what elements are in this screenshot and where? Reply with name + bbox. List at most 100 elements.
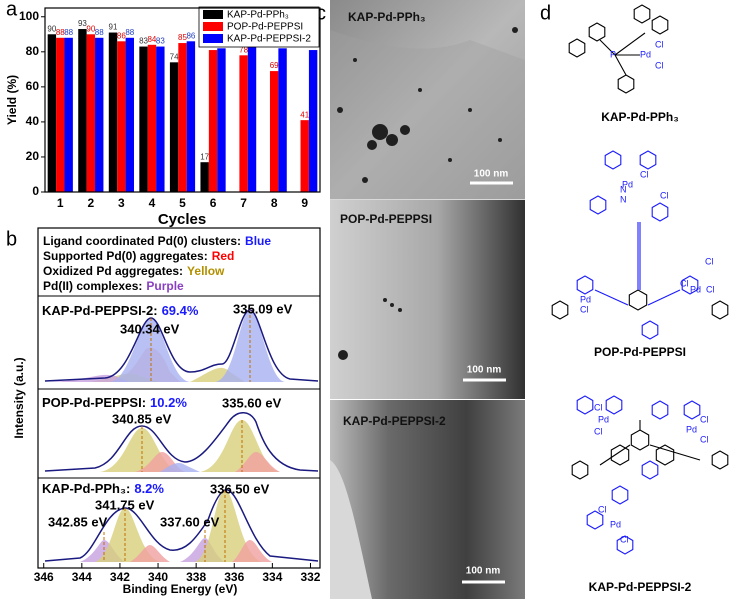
atom-label: Cl <box>706 284 715 294</box>
value-label: 17 <box>200 152 209 161</box>
ring <box>611 485 629 505</box>
peak-label: 342.85 eV <box>48 514 108 529</box>
component <box>110 318 190 382</box>
ring <box>641 320 659 340</box>
scale-label: 100 nm <box>466 566 501 577</box>
ring <box>610 444 630 466</box>
legend-line: Ligand coordinated Pd(0) clusters: Blue <box>43 234 271 248</box>
legend-color-word: Blue <box>245 234 271 248</box>
peak-label: 337.60 eV <box>160 514 220 529</box>
tem-label: KAP-Pd-PEPPSI-2 <box>343 414 446 428</box>
ring <box>639 150 657 170</box>
percent: 8.2% <box>134 481 164 496</box>
ring <box>630 429 650 451</box>
legend-line: Oxidized Pd aggregates: Yellow <box>43 264 225 278</box>
spectrum-name: KAP-Pd-PEPPSI-2: 69.4% <box>42 303 199 318</box>
scale-label: 100 nm <box>467 365 502 376</box>
bar <box>239 55 248 192</box>
ring <box>589 195 607 215</box>
panel-label: c <box>316 2 326 24</box>
x-tick-label: 334 <box>262 570 282 584</box>
bar <box>300 120 309 192</box>
atom-label: N <box>620 184 627 194</box>
particles <box>337 27 518 360</box>
y-tick-label: 40 <box>26 114 40 128</box>
bar <box>156 46 165 192</box>
legend-text: Supported Pd(0) aggregates: <box>43 249 208 263</box>
value-label: 83 <box>156 37 165 46</box>
value-label: 86 <box>186 31 195 40</box>
panel-label: d <box>540 2 551 24</box>
bar <box>78 29 87 193</box>
bar <box>217 48 226 192</box>
legend-text: Pd(II) complexes: <box>43 279 142 293</box>
y-axis-label: Intensity (a.u.) <box>12 357 26 438</box>
atom-label: Cl <box>705 256 714 266</box>
component <box>235 452 280 472</box>
bar <box>278 48 287 192</box>
atom-label: N <box>620 194 627 204</box>
tem-image <box>330 0 525 199</box>
ring <box>604 150 622 170</box>
value-label: 90 <box>47 24 56 33</box>
sample-name: KAP-Pd-PEPPSI-2: <box>42 303 158 318</box>
x-tick-label: 338 <box>186 570 206 584</box>
x-tick-label: 342 <box>110 570 130 584</box>
plot-frame <box>44 7 321 193</box>
atom-label: Cl <box>680 278 689 288</box>
value-label: 78 <box>239 45 248 54</box>
ring <box>681 275 699 295</box>
x-tick-label: 336 <box>224 570 244 584</box>
ring <box>711 450 729 470</box>
bar <box>186 41 196 192</box>
ring <box>576 275 594 295</box>
value-label: 93 <box>78 19 87 28</box>
ring <box>586 510 604 530</box>
spectrum-name: KAP-Pd-PPh₃: 8.2% <box>42 481 164 496</box>
ring <box>576 395 594 415</box>
component <box>160 462 200 472</box>
bar <box>247 44 257 192</box>
atom-label: Cl <box>594 426 603 436</box>
atom-label: Cl <box>580 304 589 314</box>
ring <box>711 300 729 320</box>
peak-label: 335.09 eV <box>233 301 293 316</box>
spectrum <box>44 489 319 562</box>
atom-label: Cl <box>660 190 669 200</box>
x-tick-label: 8 <box>271 196 278 210</box>
bar <box>208 50 218 192</box>
bond <box>649 444 701 461</box>
spectrum-name: POP-Pd-PEPPSI: 10.2% <box>42 395 187 410</box>
x-tick-label: 332 <box>300 570 320 584</box>
atom-label: Pd <box>640 49 651 59</box>
y-tick-label: 80 <box>26 44 40 58</box>
value-label: 41 <box>300 110 309 119</box>
value-label: 88 <box>56 28 65 37</box>
x-tick-label: 4 <box>149 196 156 210</box>
atom-label: P <box>610 49 616 59</box>
ring <box>641 460 659 480</box>
peak-label: 335.60 eV <box>222 395 282 410</box>
bar <box>178 43 187 192</box>
atom-label: Pd <box>598 414 609 424</box>
x-tick-label: 1 <box>57 196 64 210</box>
atom-label: Cl <box>620 534 629 544</box>
legend-color-word: Yellow <box>187 264 225 278</box>
ring <box>568 38 586 58</box>
atom-label: Cl <box>640 169 649 179</box>
x-tick-label: 6 <box>210 196 217 210</box>
x-axis-label: Cycles <box>158 211 206 228</box>
structures-panel: KAP-Pd-PPh₃ POP-Pd-PEPPSI KAP-Pd-PEPPSI-… <box>551 4 729 594</box>
y-tick-label: 60 <box>26 79 40 93</box>
bar <box>56 37 65 192</box>
ring <box>651 202 669 222</box>
y-tick-label: 20 <box>26 149 40 163</box>
peak-label: 340.85 eV <box>112 411 172 426</box>
atom-label: Cl <box>700 414 709 424</box>
percent: 10.2% <box>150 395 187 410</box>
ring <box>571 460 589 480</box>
percent: 69.4% <box>162 303 199 318</box>
tem-image <box>330 200 525 399</box>
